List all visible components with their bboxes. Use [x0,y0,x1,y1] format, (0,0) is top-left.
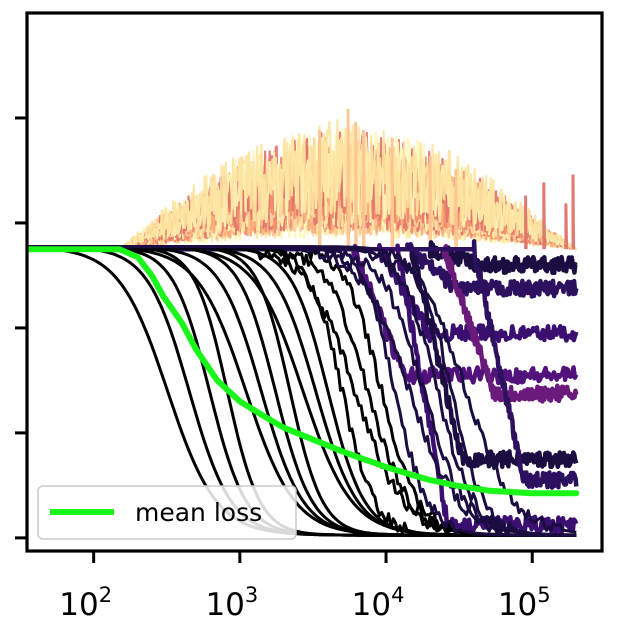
diverged-spike [361,129,366,250]
legend-box [37,485,297,540]
partial-run-line [27,239,579,490]
x-tick-label: 103 [205,583,258,623]
x-tick-label: 102 [59,583,112,623]
diverged-spike [524,195,528,250]
diverged-spike [346,108,351,250]
diverged-spike [390,137,395,250]
axes-frame [25,11,604,553]
diverged-spike [564,203,569,250]
diverged-spike [542,182,546,250]
x-axis-ticks: 102 103 104 105 [59,551,551,623]
diverged-spike [571,174,576,250]
training-runs [27,108,579,537]
diverged-spike [317,129,322,250]
diverged-spike [428,155,433,250]
diverged-spike [354,121,358,250]
x-tick-label: 104 [352,583,405,623]
partial-run-line [27,246,579,470]
partial-run-line [27,241,579,299]
mean-loss-series [27,246,580,497]
mean-loss-line [27,246,580,497]
x-tick-label: 105 [498,583,551,623]
legend-label-mean-loss: mean loss [135,498,262,527]
diverged-spike [454,169,458,250]
partial-run-line [27,240,578,276]
partial-run-line [27,243,579,344]
diverged-run-line [27,118,577,251]
y-axis-ticks [15,116,27,540]
legend: mean loss [37,485,297,540]
partial-run-line [27,243,579,404]
